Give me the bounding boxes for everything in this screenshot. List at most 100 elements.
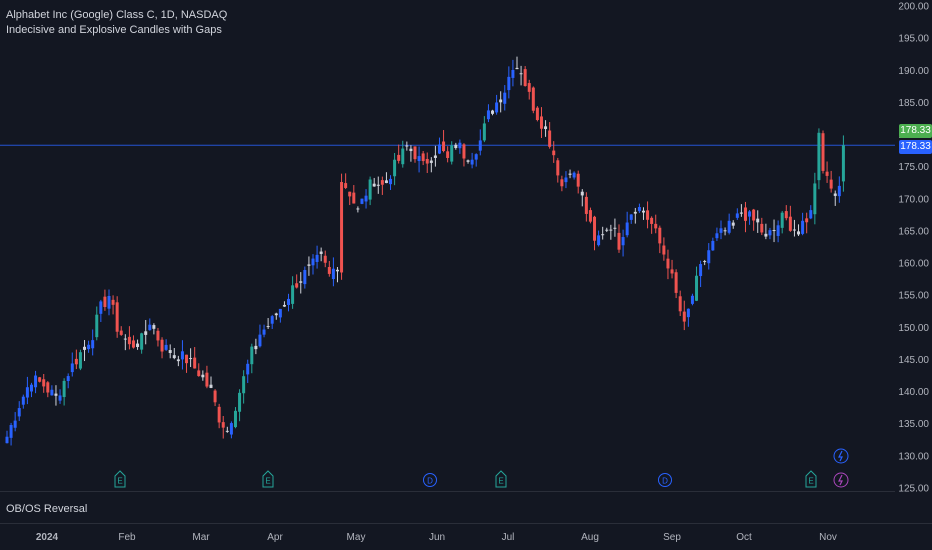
candle-body [727,220,731,233]
candle-body [103,296,107,307]
price-tick-label: 175.00 [898,162,929,173]
candle-body [344,183,348,188]
earnings-icon[interactable]: E [114,470,126,488]
candle-body [274,313,278,316]
candle-body [364,195,368,202]
lightning-icon[interactable] [833,472,849,488]
candle-body [221,422,225,428]
candle-body [788,216,792,231]
candle-body [34,375,38,388]
candle-body [127,336,131,345]
candle-body [9,425,13,438]
candle-body [356,208,360,210]
candle-body [156,330,160,341]
candle-body [185,354,189,364]
candle-body [327,266,331,274]
candle-body [433,155,437,158]
candle-body [315,254,319,262]
candle-body [552,150,556,156]
candle-body [352,192,356,204]
candle-body [413,146,417,160]
candle-body [136,343,140,347]
candle-body [837,185,841,197]
price-tick-label: 135.00 [898,419,929,430]
candle-body [678,296,682,312]
candle-body [670,269,674,274]
symbol-title[interactable]: Alphabet Inc (Google) Class C, 1D, NASDA… [6,9,228,21]
time-tick-label: Apr [267,532,283,543]
earnings-icon[interactable]: E [495,470,507,488]
candle-body [258,334,262,347]
candle-body [707,250,711,264]
candle-body [172,355,176,359]
pane-divider[interactable] [0,491,895,492]
candle-body [348,191,352,197]
candle-body [825,171,829,176]
candle-body [686,308,690,318]
candle-body [817,132,821,181]
oscillator-pane-title[interactable]: OB/OS Reversal [6,503,88,515]
candle-body [13,420,17,428]
candle-body [466,160,470,162]
candle-body [50,389,54,396]
candle-body [499,99,503,103]
candle-body [654,223,658,229]
candle-body [507,76,511,91]
candle-body [87,344,91,350]
lightning-icon[interactable] [833,448,849,464]
candle-body [303,270,307,285]
candle-body [229,423,233,435]
candle-body [813,183,817,215]
candle-body [291,285,295,304]
candle-body [62,380,66,398]
candle-body [784,211,788,219]
candle-body [99,301,103,314]
candle-body [405,145,409,147]
candle-body [633,211,637,214]
candle-body [690,295,694,304]
price-tick-label: 195.00 [898,34,929,45]
candle-body [601,234,605,236]
lightning-bolt [838,474,843,486]
price-tick-label: 190.00 [898,66,929,77]
candle-body [450,145,454,162]
candle-body [176,359,180,362]
candle-body [723,230,727,232]
candle-body [282,304,286,307]
earnings-icon[interactable]: E [262,470,274,488]
candle-body [437,144,441,154]
candle-body [54,393,58,396]
candle-body [535,107,539,120]
candle-body [152,325,156,329]
candle-body [389,178,393,185]
candles-group [5,56,845,446]
candle-body [682,311,686,322]
candle-body [266,326,270,328]
candle-body [70,363,74,373]
dividend-icon[interactable]: D [658,473,672,487]
indicator-title[interactable]: Indecisive and Explosive Candles with Ga… [6,24,222,36]
candle-body [401,148,405,165]
time-tick-label: May [347,532,366,543]
candle-body [539,116,543,129]
candle-body [393,159,397,177]
price-tick-label: 185.00 [898,98,929,109]
candle-body [519,73,523,75]
candle-body [792,229,796,231]
earnings-icon[interactable]: E [805,470,817,488]
candle-body [340,182,344,273]
candle-body [580,191,584,196]
candle-body [193,357,197,369]
dividend-icon[interactable]: D [423,473,437,487]
candle-body [491,110,495,114]
candle-body [711,240,715,251]
candle-body [417,156,421,162]
candle-body [168,350,172,353]
candle-body [572,172,576,178]
candle-body [123,338,127,340]
candle-body [625,222,629,236]
time-tick-label: Jun [429,532,445,543]
candle-body [568,173,572,175]
